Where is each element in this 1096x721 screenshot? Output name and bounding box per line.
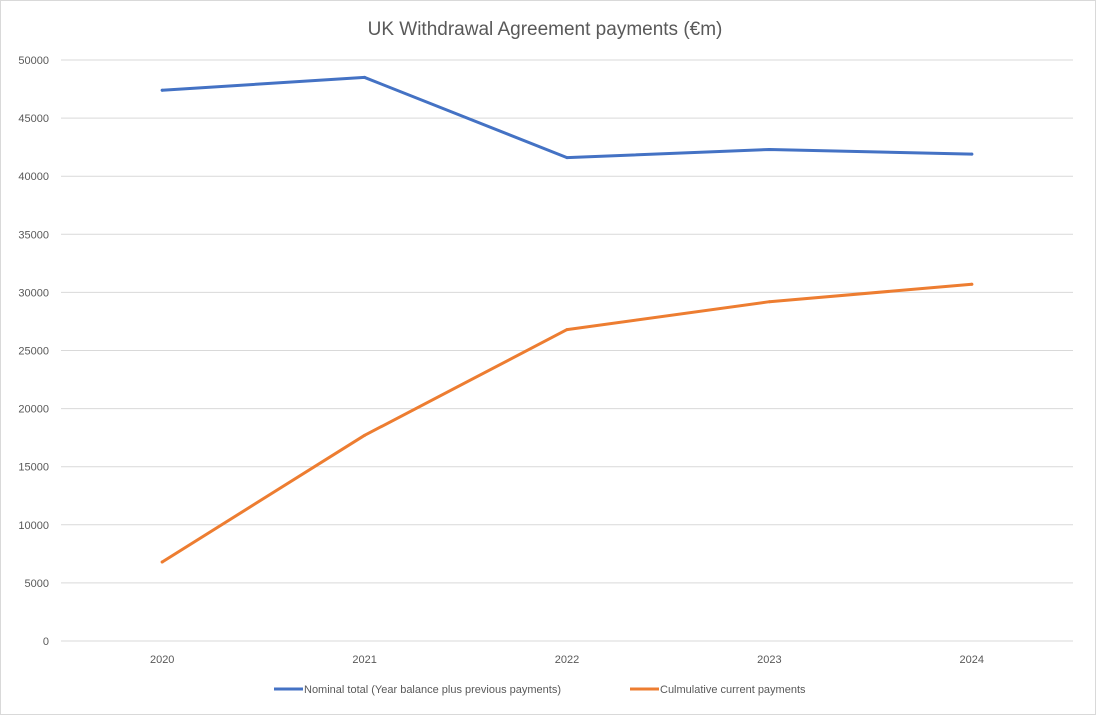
legend-item: Culmulative current payments	[630, 684, 806, 696]
legend-label: Nominal total (Year balance plus previou…	[304, 684, 561, 696]
x-tick-label: 2020	[150, 654, 174, 666]
chart-title: UK Withdrawal Agreement payments (€m)	[368, 19, 723, 40]
x-tick-label: 2023	[757, 654, 781, 666]
data-point	[160, 560, 164, 564]
y-tick-label: 10000	[18, 520, 49, 532]
y-tick-label: 40000	[18, 171, 49, 183]
data-point	[970, 152, 974, 156]
y-tick-label: 50000	[18, 55, 49, 67]
legend-label: Culmulative current payments	[660, 684, 806, 696]
series-line-1	[160, 75, 974, 160]
data-point	[565, 156, 569, 160]
data-point	[970, 282, 974, 286]
data-point	[767, 300, 771, 304]
data-point	[767, 147, 771, 151]
x-tick-label: 2021	[352, 654, 376, 666]
x-tick-label: 2022	[555, 654, 579, 666]
y-tick-label: 25000	[18, 346, 49, 358]
series-line-2	[160, 282, 974, 564]
legend-item: Nominal total (Year balance plus previou…	[274, 684, 561, 696]
y-tick-label: 30000	[18, 287, 49, 299]
y-tick-label: 35000	[18, 229, 49, 241]
x-tick-label: 2024	[960, 654, 984, 666]
data-point	[363, 75, 367, 79]
y-tick-label: 5000	[25, 578, 49, 590]
y-tick-label: 15000	[18, 462, 49, 474]
data-point	[363, 433, 367, 437]
data-point	[565, 328, 569, 332]
y-tick-label: 20000	[18, 404, 49, 416]
data-point	[160, 88, 164, 92]
y-tick-label: 45000	[18, 113, 49, 125]
y-tick-label: 0	[43, 636, 49, 648]
